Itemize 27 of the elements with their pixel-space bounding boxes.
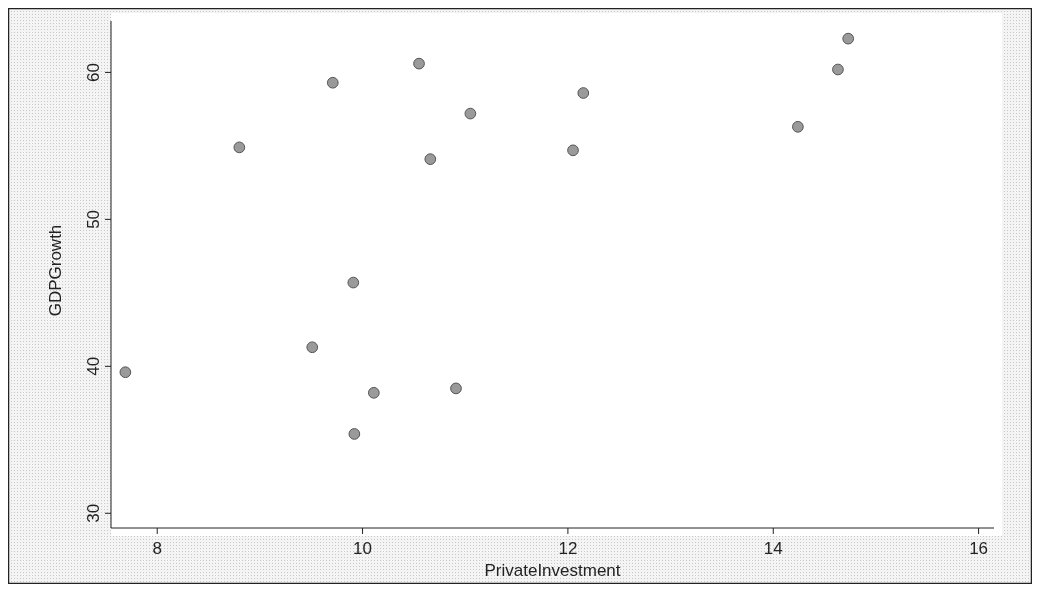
- point: [367, 386, 380, 399]
- x-axis-title: PrivateInvestment: [484, 561, 621, 580]
- point: [306, 341, 319, 354]
- x-tick-label: 16: [969, 539, 989, 558]
- point: [567, 144, 579, 157]
- point: [464, 107, 477, 120]
- point: [832, 63, 844, 76]
- point: [450, 382, 462, 395]
- point: [233, 141, 246, 154]
- y-tick-label: 60: [84, 62, 103, 82]
- point: [792, 120, 804, 133]
- y-tick-label: 30: [84, 503, 103, 523]
- x-tick-label: 14: [763, 539, 783, 558]
- point: [424, 153, 437, 165]
- point: [119, 366, 132, 379]
- point: [842, 32, 855, 45]
- point: [413, 57, 425, 70]
- point: [577, 87, 590, 99]
- x-tick-label: 10: [353, 539, 373, 558]
- x-tick-label: 8: [152, 539, 162, 558]
- point: [347, 276, 360, 289]
- point: [326, 76, 339, 89]
- y-axis-title: GDPGrowth: [46, 224, 65, 317]
- y-tick-label: 50: [84, 209, 103, 229]
- y-tick-label: 40: [84, 356, 103, 376]
- point: [348, 428, 361, 440]
- x-tick-label: 12: [558, 539, 578, 558]
